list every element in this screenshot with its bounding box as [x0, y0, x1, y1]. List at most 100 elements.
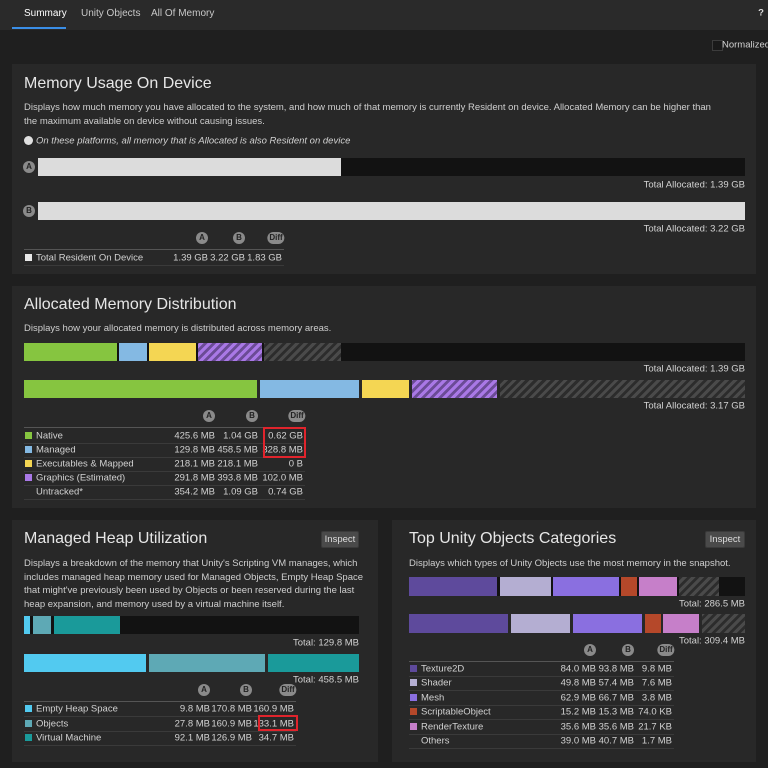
table-rule	[24, 249, 284, 250]
bar-segment	[54, 616, 120, 634]
column-header: Diff	[288, 410, 306, 422]
row-label: Untracked*	[36, 486, 83, 498]
bar-segment	[553, 577, 619, 596]
bar-segment	[198, 343, 262, 361]
legend-swatch	[25, 254, 32, 261]
row-rule	[24, 471, 305, 472]
row-value: 102.0 MB	[262, 472, 303, 484]
row-rule	[24, 485, 305, 486]
legend-swatch	[25, 460, 32, 467]
row-value: 49.8 MB	[560, 677, 596, 689]
row-label: Graphics (Estimated)	[36, 472, 126, 484]
panel	[392, 520, 756, 762]
bar-segment	[268, 654, 359, 672]
row-value: 160.9 MB	[211, 717, 252, 729]
bar-segment	[24, 616, 30, 634]
row-rule	[409, 704, 674, 706]
row-value: 1.83 GB	[247, 252, 282, 264]
row-value: 35.6 MB	[560, 720, 596, 732]
legend-swatch	[410, 693, 417, 701]
table-rule	[409, 661, 674, 662]
bar-segment	[639, 577, 677, 596]
total-label: Total Allocated: 1.39 GB	[643, 179, 745, 191]
bar-segment	[33, 616, 51, 634]
bar-segment	[409, 577, 497, 596]
row-value: 0.62 GB	[268, 430, 303, 442]
bar-segment	[119, 343, 147, 361]
bar-segment	[702, 614, 745, 633]
row-label: Objects	[36, 717, 69, 729]
note: On these platforms, all memory that is A…	[36, 135, 351, 147]
normalized-label: Normalized	[722, 39, 768, 51]
row-rule	[409, 748, 674, 749]
checkbox[interactable]	[712, 40, 723, 51]
row-value: 393.8 MB	[217, 472, 258, 484]
column-header: B	[622, 644, 634, 656]
row-value: 40.7 MB	[598, 735, 634, 747]
row-rule	[24, 265, 284, 266]
panel	[12, 520, 378, 762]
column-header: Diff	[279, 684, 297, 696]
tab[interactable]: Unity Objects	[81, 8, 141, 19]
column-header: A	[584, 644, 596, 656]
tab-underline	[12, 27, 66, 29]
section-title: Managed Heap Utilization	[24, 530, 208, 547]
row-value: 1.7 MB	[641, 735, 672, 747]
row-rule	[24, 745, 296, 746]
row-value: 74.0 KB	[638, 706, 672, 718]
row-value: 35.6 MB	[598, 720, 634, 732]
table-rule	[24, 427, 305, 428]
row-value: 129.8 MB	[174, 444, 215, 456]
row-label: Managed	[36, 444, 76, 456]
row-value: 425.6 MB	[174, 430, 215, 442]
row-value: 27.8 MB	[174, 717, 210, 729]
row-rule	[409, 719, 674, 721]
tab[interactable]: Summary	[24, 8, 67, 19]
bar-segment	[24, 380, 257, 398]
table-rule	[24, 701, 296, 702]
row-value: 15.2 MB	[560, 706, 596, 718]
legend-swatch	[410, 708, 417, 716]
section-title: Top Unity Objects Categories	[409, 530, 617, 547]
row-value: 21.7 KB	[638, 720, 672, 732]
row-value: 9.8 MB	[641, 663, 672, 675]
row-rule	[24, 716, 296, 717]
total-label: Total Allocated: 3.22 GB	[643, 223, 745, 235]
tab[interactable]: All Of Memory	[151, 8, 215, 19]
legend-swatch	[25, 474, 32, 481]
row-label: Executables & Mapped	[36, 458, 134, 470]
total-label: Total: 286.5 MB	[678, 598, 745, 610]
row-label: Virtual Machine	[36, 732, 102, 744]
row-value: 57.4 MB	[598, 677, 634, 689]
column-header: Diff	[657, 644, 675, 656]
row-value: 7.6 MB	[641, 677, 672, 689]
bar-segment	[260, 380, 359, 398]
bar-segment	[24, 654, 146, 672]
column-header: Diff	[267, 232, 285, 244]
info-icon	[24, 136, 33, 145]
total-label: Total: 129.8 MB	[292, 637, 359, 649]
tab-bar	[0, 0, 768, 30]
section-description: Displays how much memory you have alloca…	[24, 102, 711, 127]
section-title: Allocated Memory Distribution	[24, 296, 237, 313]
bar-segment	[24, 343, 117, 361]
legend-swatch	[25, 705, 32, 712]
row-value: 1.09 GB	[223, 486, 258, 498]
row-value: 133.1 MB	[253, 717, 294, 729]
bar-segment	[412, 380, 497, 398]
row-value: 218.1 MB	[217, 458, 258, 470]
total-label: Total Allocated: 3.17 GB	[643, 400, 745, 412]
help-icon[interactable]: ?	[758, 7, 764, 19]
row-value: 15.3 MB	[598, 706, 634, 718]
legend-swatch	[410, 665, 417, 672]
row-rule	[24, 457, 305, 458]
row-label: Empty Heap Space	[36, 703, 118, 715]
row-value: 0.74 GB	[268, 486, 303, 498]
bar-segment	[362, 380, 409, 398]
inspect-button[interactable]: Inspect	[321, 531, 359, 548]
inspect-button[interactable]: Inspect	[705, 531, 745, 548]
total-label: Total: 458.5 MB	[292, 674, 359, 686]
column-header: B	[240, 684, 252, 696]
legend-swatch	[25, 734, 32, 741]
